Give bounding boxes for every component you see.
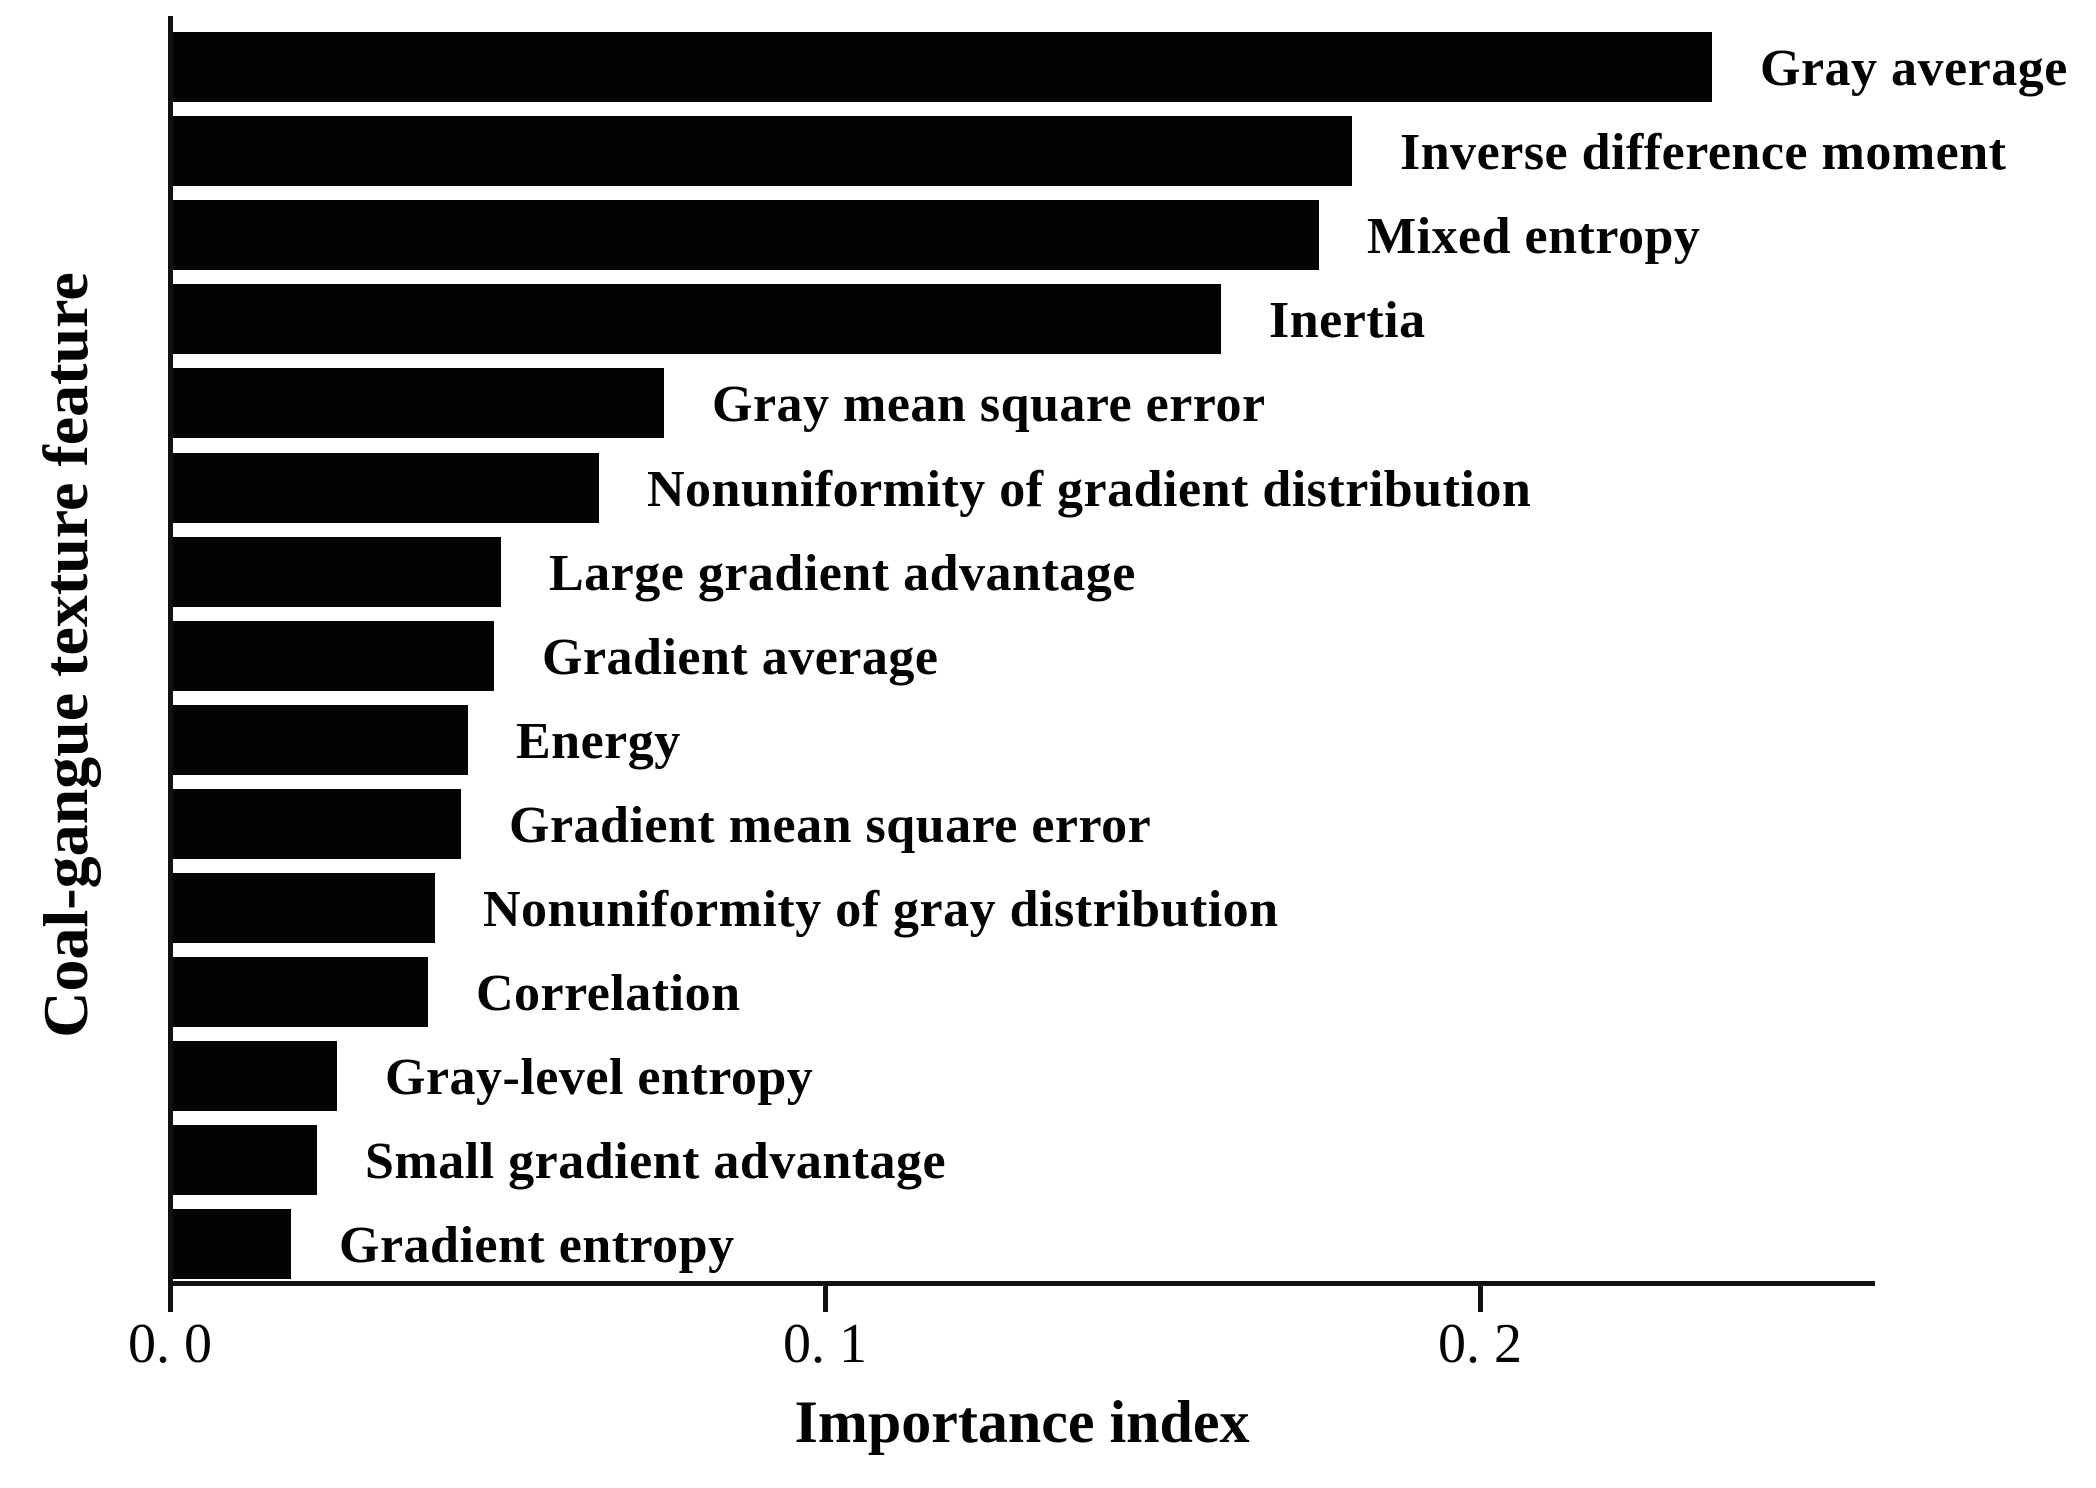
x-axis-tick-mark [1478,1286,1483,1312]
bar [173,1041,337,1111]
bar-label: Mixed entropy [1367,208,1701,265]
bar-label: Gradient average [542,629,939,686]
bar [173,537,501,607]
bar [173,1125,317,1195]
bar [173,873,435,943]
y-axis-title: Coal-gangue texture feature [30,272,101,1038]
bar-label: Gradient mean square error [509,797,1152,854]
bar-label: Gradient entropy [339,1217,735,1274]
bar-label: Gray-level entropy [385,1049,814,1106]
x-axis-tick-label: 0. 2 [1438,1313,1522,1375]
bar-label: Inverse difference moment [1400,124,2007,181]
x-axis-title: Importance index [794,1389,1250,1455]
bar [173,116,1352,186]
bar [173,789,461,859]
bar-label: Large gradient advantage [549,545,1136,602]
x-axis-tick-mark [168,1286,173,1312]
bar-label: Correlation [476,965,741,1022]
x-axis-tick-mark [823,1286,828,1312]
bar-label: Inertia [1269,292,1426,349]
bar-label: Gray average [1760,40,2068,97]
x-axis-tick-label: 0. 1 [783,1313,867,1375]
bar [173,621,494,691]
bar [173,957,428,1027]
bar [173,705,468,775]
bar-label: Gray mean square error [712,376,1266,433]
x-axis-tick-label: 0. 0 [128,1313,212,1375]
bar [173,284,1221,354]
bar [173,368,664,438]
x-axis-line [168,1281,1875,1286]
bar [173,1209,291,1279]
bar-label: Small gradient advantage [365,1133,947,1190]
bar-label: Nonuniformity of gradient distribution [647,461,1532,518]
bar [173,32,1712,102]
bar-label: Nonuniformity of gray distribution [483,881,1279,938]
bar [173,453,599,523]
bar [173,200,1319,270]
bar-label: Energy [516,713,681,770]
y-axis-line [168,16,173,1286]
